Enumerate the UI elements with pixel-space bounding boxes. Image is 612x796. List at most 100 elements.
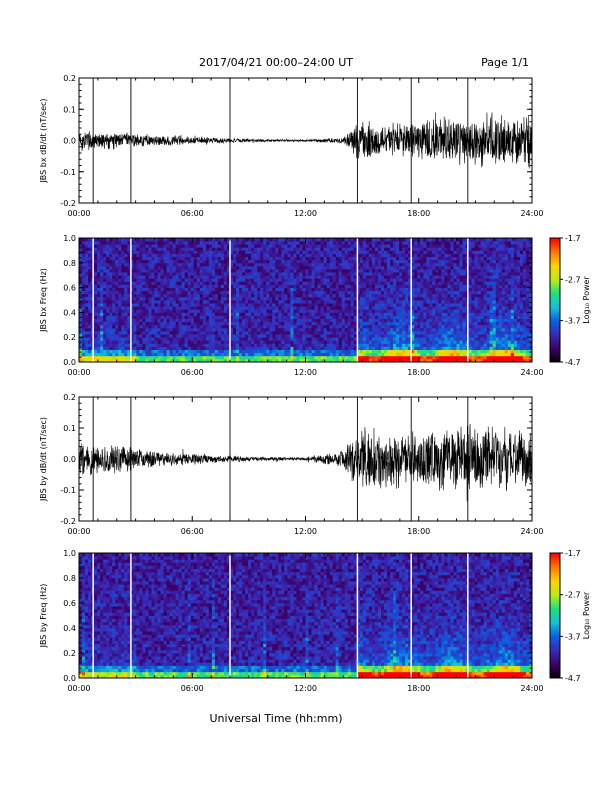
spectrogram-cell bbox=[176, 353, 179, 357]
spectrogram-cell bbox=[333, 263, 336, 267]
spectrogram-cell bbox=[233, 272, 236, 276]
spectrogram-cell bbox=[363, 340, 366, 344]
spectrogram-cell bbox=[275, 300, 278, 304]
spectrogram-cell bbox=[145, 275, 148, 279]
spectrogram-cell bbox=[390, 303, 393, 307]
spectrogram-cell bbox=[351, 319, 354, 323]
spectrogram-cell bbox=[293, 275, 296, 279]
spectrogram-cell bbox=[275, 281, 278, 285]
spectrogram-cell bbox=[281, 319, 284, 323]
spectrogram-cell bbox=[351, 328, 354, 332]
spectrogram-cell bbox=[206, 353, 209, 357]
spectrogram-cell bbox=[239, 356, 242, 360]
spectrogram-cell bbox=[106, 269, 109, 273]
spectrogram-cell bbox=[242, 244, 245, 248]
spectrogram-cell bbox=[182, 340, 185, 344]
spectrogram-cell bbox=[312, 241, 315, 245]
spectrogram-cell bbox=[360, 260, 363, 264]
spectrogram-cell bbox=[218, 300, 221, 304]
spectrogram-cell bbox=[133, 278, 136, 282]
spectrogram-cell bbox=[233, 247, 236, 251]
spectrogram-cell bbox=[275, 269, 278, 273]
spectrogram-cell bbox=[112, 319, 115, 323]
spectrogram-cell bbox=[444, 343, 447, 347]
spectrogram-cell bbox=[429, 316, 432, 320]
spectrogram-cell bbox=[278, 260, 281, 264]
spectrogram-cell bbox=[85, 312, 88, 316]
spectrogram-cell bbox=[342, 269, 345, 273]
spectrogram-cell bbox=[121, 303, 124, 307]
spectrogram-cell bbox=[106, 241, 109, 245]
spectrogram-cell bbox=[399, 254, 402, 258]
spectrogram-cell bbox=[306, 353, 309, 357]
spectrogram-cell bbox=[103, 269, 106, 273]
spectrogram-cell bbox=[145, 291, 148, 295]
spectrogram-cell bbox=[112, 322, 115, 326]
spectrogram-cell bbox=[245, 353, 248, 357]
spectrogram-cell bbox=[345, 238, 348, 242]
spectrogram-cell bbox=[293, 353, 296, 357]
spectrogram-cell bbox=[309, 340, 312, 344]
spectrogram-cell bbox=[327, 353, 330, 357]
spectrogram-cell bbox=[378, 266, 381, 270]
spectrogram-cell bbox=[179, 356, 182, 360]
spectrogram-cell bbox=[429, 281, 432, 285]
spectrogram-cell bbox=[109, 272, 112, 276]
spectrogram-cell bbox=[315, 309, 318, 313]
spectrogram-cell bbox=[100, 350, 103, 354]
spectrogram-cell bbox=[369, 322, 372, 326]
spectrogram-cell bbox=[176, 319, 179, 323]
spectrogram-cell bbox=[185, 247, 188, 251]
spectrogram-cell bbox=[142, 309, 145, 313]
spectrogram-cell bbox=[384, 278, 387, 282]
spectrogram-cell bbox=[260, 241, 263, 245]
spectrogram-cell bbox=[293, 247, 296, 251]
spectrogram-cell bbox=[266, 316, 269, 320]
spectrogram-cell bbox=[278, 285, 281, 289]
spectrogram-cell bbox=[324, 328, 327, 332]
spectrogram-cell bbox=[312, 285, 315, 289]
spectrogram-cell bbox=[239, 309, 242, 313]
spectrogram-cell bbox=[82, 278, 85, 282]
spectrogram-cell bbox=[236, 241, 239, 245]
spectrogram-cell bbox=[94, 347, 97, 351]
spectrogram-cell bbox=[275, 266, 278, 270]
spectrogram-cell bbox=[360, 316, 363, 320]
spectrogram-cell bbox=[342, 331, 345, 335]
spectrogram-cell bbox=[435, 316, 438, 320]
spectrogram-cell bbox=[266, 312, 269, 316]
spectrogram-cell bbox=[393, 254, 396, 258]
spectrogram-cell bbox=[393, 319, 396, 323]
spectrogram-cell bbox=[405, 319, 408, 323]
spectrogram-cell bbox=[245, 347, 248, 351]
spectrogram-cell bbox=[369, 312, 372, 316]
spectrogram-cell bbox=[139, 250, 142, 254]
spectrogram-cell bbox=[387, 269, 390, 273]
spectrogram-cell bbox=[248, 331, 251, 335]
spectrogram-cell bbox=[224, 241, 227, 245]
spectrogram-cell bbox=[100, 278, 103, 282]
spectrogram-cell bbox=[272, 260, 275, 264]
spectrogram-cell bbox=[309, 241, 312, 245]
spectrogram-cell bbox=[118, 350, 121, 354]
spectrogram-cell bbox=[248, 319, 251, 323]
spectrogram-cell bbox=[296, 294, 299, 298]
spectrogram-cell bbox=[399, 275, 402, 279]
spectrogram-cell bbox=[236, 312, 239, 316]
spectrogram-cell bbox=[121, 306, 124, 310]
spectrogram-cell bbox=[106, 312, 109, 316]
spectrogram-cell bbox=[275, 263, 278, 267]
spectrogram-cell bbox=[203, 309, 206, 313]
spectrogram-cell bbox=[438, 297, 441, 301]
spectrogram-cell bbox=[381, 275, 384, 279]
spectrogram-cell bbox=[348, 316, 351, 320]
spectrogram-cell bbox=[248, 281, 251, 285]
spectrogram-cell bbox=[378, 278, 381, 282]
spectrogram-cell bbox=[336, 241, 339, 245]
spectrogram-cell bbox=[218, 322, 221, 326]
spectrogram-cell bbox=[133, 285, 136, 289]
spectrogram-cell bbox=[399, 316, 402, 320]
spectrogram-cell bbox=[200, 334, 203, 338]
spectrogram-cell bbox=[148, 319, 151, 323]
spectrogram-cell bbox=[296, 350, 299, 354]
